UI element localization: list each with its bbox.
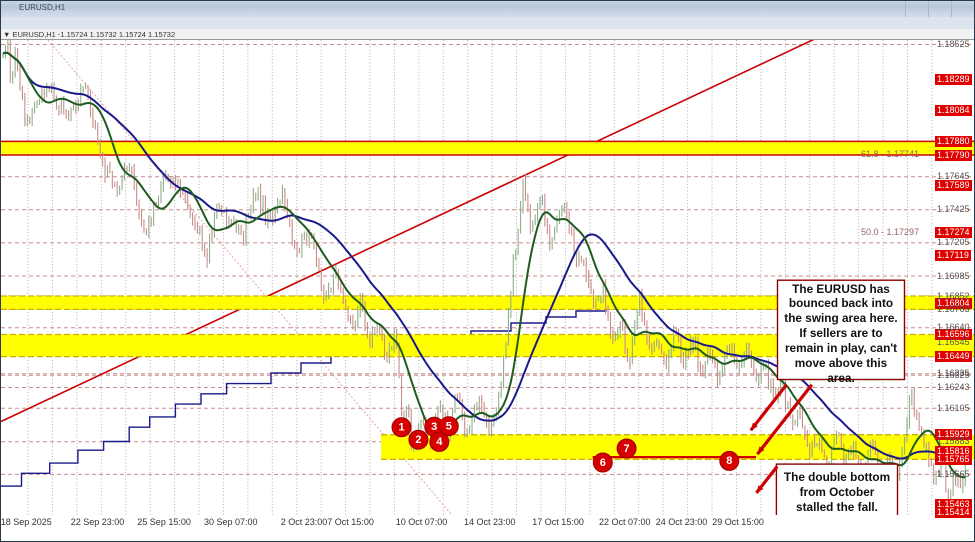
svg-text:2: 2 <box>415 434 421 446</box>
svg-text:7: 7 <box>624 443 630 455</box>
svg-text:8: 8 <box>726 455 732 467</box>
svg-text:5: 5 <box>446 421 452 433</box>
svg-text:6: 6 <box>600 457 606 469</box>
svg-text:4: 4 <box>436 436 443 448</box>
svg-text:1: 1 <box>398 422 404 434</box>
svg-text:3: 3 <box>431 421 437 433</box>
